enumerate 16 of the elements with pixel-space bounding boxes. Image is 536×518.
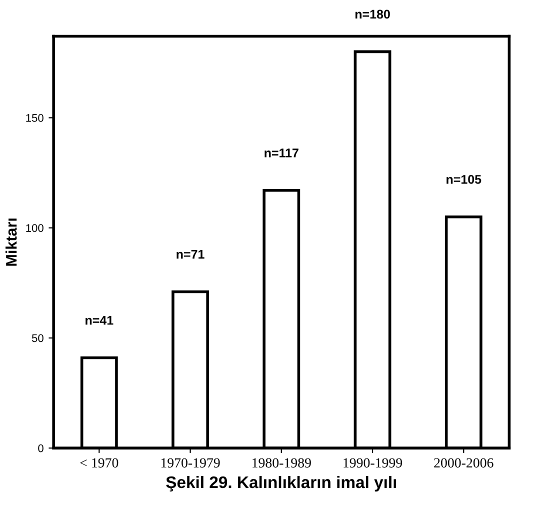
y-tick-label: 150: [26, 114, 44, 122]
x-tick-label: 1980-1989: [252, 458, 311, 468]
y-tick-label: 100: [26, 224, 44, 232]
y-axis-title: Miktarı: [6, 218, 17, 266]
x-tick-label: 2000-2006: [434, 458, 494, 468]
x-tick-label: 1990-1999: [344, 458, 402, 468]
data-label: n=71: [176, 250, 204, 259]
data-label: n=105: [446, 174, 482, 184]
x-tick-label: < 1970: [80, 458, 118, 468]
data-label: n=117: [264, 148, 298, 158]
x-axis-title: Şekil 29. Kalınlıkların imal yılı: [166, 476, 396, 492]
x-tick-label: 1970-1979: [161, 458, 220, 468]
y-tick-label: 0: [38, 444, 44, 452]
data-label: n=180: [355, 10, 390, 19]
y-tick-label: 50: [32, 334, 44, 342]
data-label: n=41: [86, 316, 114, 325]
